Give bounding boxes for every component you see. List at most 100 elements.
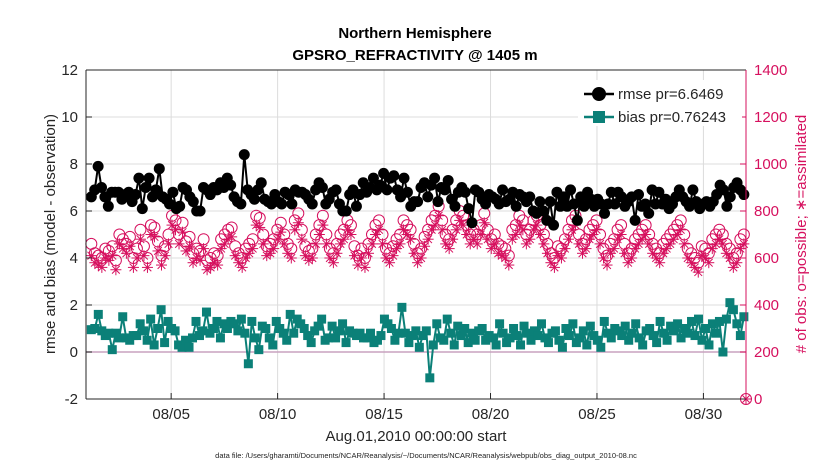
assimilated-obs-marker: [531, 219, 543, 231]
rmse-point: [724, 191, 736, 203]
assimilated-obs-marker: [155, 259, 167, 271]
y2-tick-label: 1000: [754, 156, 787, 173]
assimilated-obs-marker: [619, 247, 631, 259]
assimilated-obs-marker: [148, 231, 160, 243]
bias-point: [386, 324, 396, 333]
assimilated-obs-marker: [601, 259, 613, 271]
bias-point: [184, 342, 194, 352]
rmse-point: [174, 200, 186, 212]
assimilated-obs-marker: [313, 229, 325, 240]
bias-point: [135, 319, 145, 329]
assimilated-obs-marker: [131, 252, 143, 264]
bias-point: [306, 338, 316, 348]
bias-point: [104, 328, 114, 338]
bias-point: [620, 321, 630, 331]
assimilated-obs-marker: [517, 224, 529, 236]
rmse-point: [92, 160, 104, 172]
bias-point: [596, 342, 606, 352]
assimilated-obs-marker: [573, 238, 585, 250]
bias-point: [114, 333, 124, 343]
assimilated-obs-marker: [163, 238, 175, 250]
bias-point: [568, 319, 578, 329]
bias-point: [655, 316, 665, 326]
bias-point: [177, 342, 187, 352]
x-tick-label: 08/15: [365, 406, 403, 423]
assimilated-obs-marker: [541, 247, 553, 259]
rmse-point: [350, 200, 362, 212]
chart-subtitle: GPSRO_REFRACTIVITY @ 1405 m: [292, 47, 537, 64]
bias-point: [721, 314, 731, 324]
bias-point: [725, 298, 735, 308]
bias-point: [666, 321, 676, 331]
assimilated-obs-marker: [341, 224, 353, 236]
bias-point: [463, 338, 473, 348]
rmse-point: [381, 184, 393, 196]
assimilated-obs-marker: [236, 261, 248, 273]
bias-point: [460, 324, 470, 333]
rmse-point: [398, 172, 410, 184]
bias-point: [446, 328, 456, 338]
assimilated-obs-marker: [173, 238, 185, 250]
rmse-point: [248, 193, 260, 205]
bias-point: [338, 319, 348, 329]
bias-point: [317, 314, 327, 324]
bias-point: [313, 321, 323, 331]
rmse-point: [140, 182, 152, 193]
y-tick-label: 8: [70, 156, 78, 173]
bias-point: [341, 338, 351, 348]
bias-point: [132, 331, 142, 341]
tick-labels: -2 0 2 4 6 8 10 12 0 200 400 600 800 1000 1200 1400 08/0…: [61, 62, 787, 423]
bias-point: [536, 319, 546, 329]
y2-axis-label: # of obs: o=possible; ∗=assimilated: [793, 115, 810, 354]
rmse-point: [102, 200, 114, 212]
assimilated-obs-marker: [703, 257, 715, 269]
assimilated-obs-marker: [152, 245, 164, 257]
assimilated-obs-marker: [475, 229, 487, 240]
assimilated-obs-marker: [457, 219, 469, 231]
bias-point: [229, 319, 239, 329]
bias-point: [554, 335, 564, 345]
bias-point: [599, 316, 609, 326]
assimilated-obs-marker: [429, 219, 441, 231]
rmse-point: [150, 184, 162, 196]
bias-point: [149, 340, 159, 350]
bias-point: [659, 328, 669, 338]
assimilated-obs-marker: [720, 247, 732, 259]
bias-point: [233, 326, 243, 336]
axes: [85, 69, 747, 400]
bias-point: [585, 321, 595, 331]
bias-point: [714, 316, 724, 326]
bias-point: [523, 328, 533, 338]
bias-point: [662, 335, 672, 345]
bias-point: [735, 331, 745, 341]
assimilated-obs-marker: [275, 226, 287, 238]
assimilated-obs-marker: [422, 233, 434, 245]
bias-point: [652, 338, 662, 348]
bias-point: [139, 326, 149, 336]
assimilated-obs-marker: [96, 261, 108, 273]
bias-point: [631, 319, 641, 329]
bias-point: [613, 326, 623, 336]
bias-point: [533, 331, 543, 341]
chart-title: Northern Hemisphere: [338, 25, 491, 42]
bias-point: [449, 340, 459, 350]
assimilated-obs-marker: [138, 250, 150, 262]
bias-point: [160, 338, 170, 348]
bias-point: [718, 347, 728, 357]
assimilated-obs-marker: [633, 238, 645, 250]
bias-point: [407, 331, 417, 341]
rmse-point: [316, 182, 328, 193]
rmse-point: [340, 205, 352, 217]
bias-point: [543, 338, 553, 348]
bias-point: [254, 345, 264, 355]
bias-point: [648, 331, 658, 341]
assimilated-obs-marker: [622, 257, 634, 269]
assimilated-obs-marker: [580, 243, 592, 255]
y-tick-label: 4: [70, 250, 78, 267]
y-axis-label: rmse and bias (model - observation): [42, 114, 59, 354]
bias-point: [205, 328, 215, 338]
assimilated-obs-marker: [426, 224, 438, 236]
rmse-point: [510, 200, 522, 212]
bias-point: [400, 328, 410, 338]
bias-point: [292, 314, 302, 324]
